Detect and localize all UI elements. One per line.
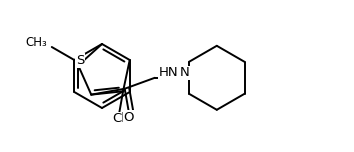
Text: HN: HN bbox=[159, 66, 178, 79]
Text: Cl: Cl bbox=[113, 112, 126, 125]
Text: N: N bbox=[180, 66, 190, 79]
Text: CH₃: CH₃ bbox=[25, 36, 47, 50]
Text: S: S bbox=[76, 54, 84, 67]
Text: O: O bbox=[124, 111, 134, 124]
